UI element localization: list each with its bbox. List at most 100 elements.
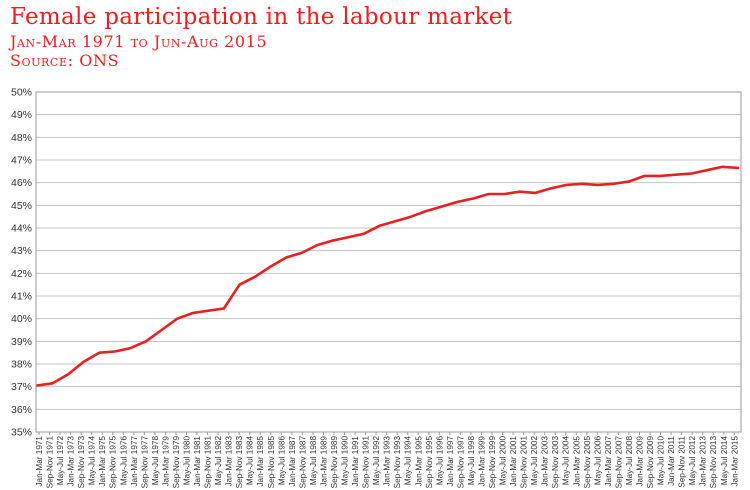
- x-tick-label: Jan-Mar 1991: [351, 436, 360, 487]
- x-tick-label: Sep-Nov 1975: [109, 436, 118, 489]
- y-tick-label: 40%: [11, 313, 32, 325]
- x-tick-label: May-Jul 1986: [277, 436, 286, 486]
- y-tick-label: 49%: [11, 109, 32, 121]
- data-point: [114, 350, 116, 353]
- chart-subtitle-period: Jan-Mar 1971 to Jun-Aug 2015: [10, 32, 268, 51]
- plot-area-border: [35, 91, 742, 433]
- x-tick-label: May-Jul 1994: [404, 436, 413, 486]
- data-point: [36, 384, 38, 387]
- data-point: [643, 175, 646, 177]
- data-point: [269, 265, 272, 268]
- data-point: [596, 184, 599, 186]
- data-point: [565, 184, 568, 186]
- x-tick-label: Sep-Nov 1991: [362, 436, 371, 489]
- x-tick-label: Sep-Nov 1985: [267, 436, 276, 489]
- data-point: [425, 210, 428, 212]
- x-tick-label: Sep-Nov 1989: [330, 436, 339, 489]
- x-tick-label: Jan-Mar 1977: [130, 436, 139, 487]
- data-point: [550, 187, 552, 190]
- x-tick-label: May-Jul 2010: [657, 436, 666, 486]
- data-point: [285, 256, 288, 259]
- x-tick-label: Sep-Nov 1977: [140, 436, 149, 489]
- y-tick-label: 50%: [11, 87, 32, 99]
- y-tick-label: 37%: [11, 381, 32, 393]
- y-tick-label: 35%: [11, 427, 32, 439]
- x-tick-label: Sep-Nov 1981: [204, 436, 213, 489]
- x-tick-label: Jan-Mar 2003: [541, 436, 550, 487]
- data-point: [581, 182, 584, 185]
- x-tick-label: Jan-Mar 1989: [319, 436, 328, 487]
- x-tick-label: May-Jul 2000: [499, 436, 508, 486]
- x-tick-label: Sep-Nov 1993: [393, 436, 402, 489]
- data-point: [410, 215, 412, 218]
- data-point: [503, 193, 506, 195]
- x-tick-label: Sep-Nov 2003: [551, 436, 560, 489]
- data-point: [378, 224, 381, 227]
- x-tick-label: Jan-Mar 2011: [667, 436, 676, 486]
- x-tick-label: Jan-Mar 2009: [635, 436, 644, 487]
- x-tick-label: May-Jul 1982: [214, 436, 223, 486]
- y-tick-label: 43%: [11, 245, 32, 257]
- x-axis-tick-labels: Jan-Mar 1971 Sep-Nov 1971 May-Jul 1972 Jan-…: [35, 432, 739, 488]
- x-tick-label: Jan-Mar 1993: [383, 436, 392, 487]
- chart-subtitle-source: Source: ONS: [10, 51, 120, 70]
- x-tick-label: Jan-Mar 1987: [288, 436, 297, 487]
- y-tick-label: 41%: [11, 291, 32, 303]
- y-tick-label: 47%: [11, 155, 32, 167]
- y-tick-label: 38%: [11, 359, 32, 371]
- data-point: [332, 239, 334, 242]
- data-point: [690, 172, 693, 175]
- data-point: [456, 201, 459, 203]
- data-point: [441, 205, 443, 208]
- x-tick-label: Jan-Mar 1983: [225, 436, 234, 487]
- y-tick-label: 36%: [11, 404, 32, 416]
- series-layer: [35, 165, 740, 387]
- data-point: [191, 312, 194, 314]
- gridlines: [36, 91, 741, 433]
- x-tick-label: May-Jul 2004: [562, 436, 571, 486]
- data-point: [145, 340, 147, 343]
- data-point: [705, 169, 708, 172]
- data-point: [347, 236, 350, 239]
- data-point: [300, 252, 303, 254]
- x-tick-label: May-Jul 2006: [593, 436, 602, 486]
- x-tick-label: May-Jul 2014: [720, 436, 729, 486]
- x-tick-label: Sep-Nov 2009: [646, 436, 655, 489]
- data-point: [363, 232, 365, 235]
- y-tick-label: 44%: [11, 223, 32, 235]
- data-point: [51, 382, 54, 385]
- data-point: [519, 190, 521, 193]
- chart-title: Female participation in the labour marke…: [10, 4, 513, 30]
- x-tick-label: May-Jul 1976: [119, 436, 128, 486]
- data-point: [82, 360, 85, 363]
- x-tick-label: Sep-Nov 1999: [488, 436, 497, 489]
- y-tick-label: 45%: [11, 200, 32, 212]
- x-tick-label: Sep-Nov 1971: [46, 436, 55, 489]
- x-tick-label: Jan-Mar 2001: [509, 436, 518, 487]
- x-tick-label: Jan-Mar 1985: [256, 436, 265, 487]
- data-point: [129, 347, 132, 349]
- x-tick-label: May-Jul 1974: [88, 436, 97, 486]
- x-tick-label: May-Jul 2012: [688, 436, 697, 486]
- x-tick-label: Sep-Nov 1987: [298, 436, 307, 489]
- y-tick-label: 46%: [11, 177, 32, 189]
- data-point: [737, 167, 739, 169]
- x-tick-label: Sep-Nov 2013: [709, 436, 718, 489]
- data-point: [472, 197, 475, 200]
- x-tick-label: Sep-Nov 1995: [425, 436, 434, 489]
- x-tick-label: Sep-Nov 2011: [678, 436, 687, 488]
- x-tick-label: May-Jul 1972: [56, 436, 65, 486]
- data-point: [67, 373, 70, 376]
- x-tick-label: Jan-Mar 2005: [572, 436, 581, 487]
- data-point: [238, 283, 241, 286]
- data-point: [659, 175, 661, 177]
- series-line: [35, 165, 740, 387]
- x-tick-label: Sep-Nov 1979: [172, 436, 181, 489]
- x-tick-label: May-Jul 1978: [151, 436, 160, 486]
- y-axis-tick-labels: 35% 36% 37% 38% 39% 40% 41% 42% 43% 44% 45% 46% 47% 4…: [11, 87, 32, 439]
- x-tick-label: Jan-Mar 1995: [414, 436, 423, 487]
- y-tick-label: 42%: [11, 268, 32, 280]
- data-point: [316, 244, 319, 246]
- data-point: [160, 329, 163, 331]
